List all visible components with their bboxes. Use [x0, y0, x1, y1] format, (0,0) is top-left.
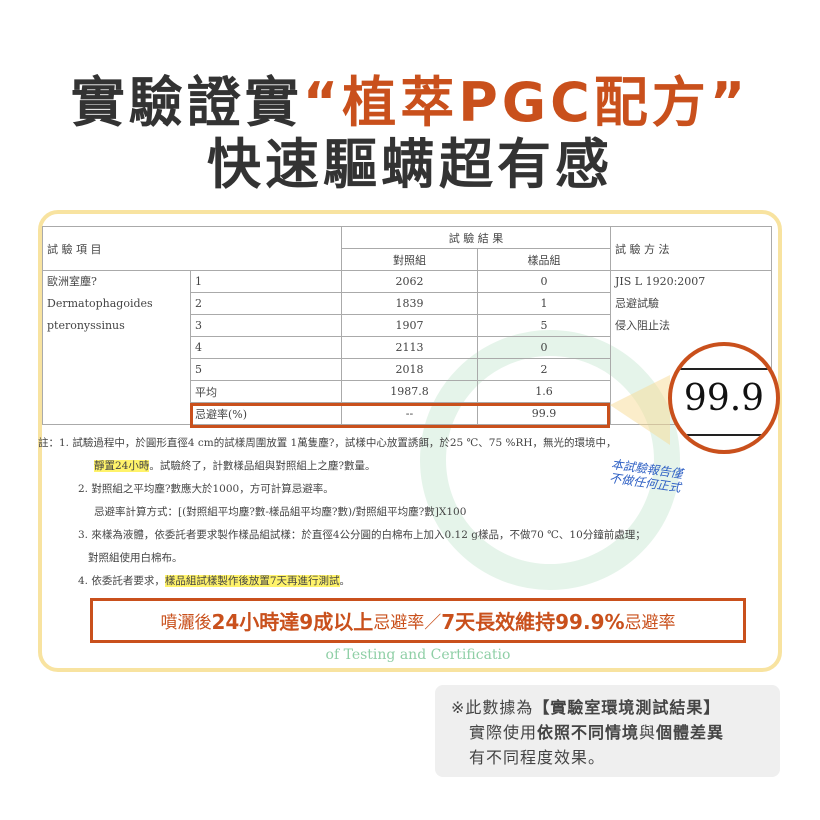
item-line: Dermatophagoides [47, 297, 153, 310]
table-row: 平均 1987.8 1.6 [43, 380, 772, 403]
sample-value: 0 [477, 336, 611, 359]
row-label: 平均 [190, 380, 342, 403]
sample-value: 0 [477, 270, 611, 293]
highlight-24h: 靜置24小時 [94, 460, 150, 472]
note-2: 2. 對照組之平均塵?數應大於1000，方可計算忌避率。 [78, 483, 334, 495]
note-1: 註：1. 試驗過程中，於圓形直徑4 cm的試樣周圍放置 1萬隻塵?，試樣中心放置… [38, 437, 617, 449]
close-quote: ” [709, 71, 750, 134]
repellency-row-highlight [190, 403, 610, 428]
result-banner: 噴灑後 24小時達9成以上 忌避率／ 7天長效維持99.9% 忌避率 [90, 598, 746, 643]
control-value: 2062 [341, 270, 478, 293]
disclaimer-box: ※此數據為【實驗室環境測試結果】 實際使用依照不同情境與個體差異 有不同程度效果… [435, 685, 780, 777]
table-row: 歐洲室塵? Dermatophagoides pteronyssinus 1 206… [42, 270, 772, 425]
item-cell: 歐洲室塵? Dermatophagoides pteronyssinus [42, 270, 191, 425]
headline-line2: 快速驅螨超有感 [207, 133, 613, 196]
table-row: 4 2113 0 [43, 336, 772, 359]
control-value: 2113 [341, 336, 478, 359]
banner-text: 噴灑後 [160, 613, 212, 633]
disclaimer-bold: 個體差異 [656, 723, 725, 742]
row-label: 1 [190, 270, 342, 293]
magnifier-callout: 99.9 [668, 342, 780, 454]
row-label: 2 [190, 292, 342, 315]
method-line: 忌避試驗 [615, 297, 659, 310]
disclaimer-text: ※此數據為 [451, 698, 534, 717]
control-value: 2018 [341, 358, 478, 381]
disclaimer-line: 實際使用依照不同情境與個體差異 [451, 720, 764, 745]
banner-text: 忌避率 [624, 613, 676, 633]
header-sample: 樣品組 [477, 248, 611, 271]
disclaimer-text: 實際使用 [469, 723, 538, 742]
row-label: 5 [190, 358, 342, 381]
disclaimer-text: 與 [639, 723, 657, 742]
note-1-cont: 靜置24小時。試驗終了，計數樣品組與對照組上之塵?數量。 [94, 455, 646, 478]
header-control: 對照組 [341, 248, 478, 271]
disclaimer-bold: 【實驗室環境測試結果】 [533, 698, 721, 717]
control-value: 1907 [341, 314, 478, 337]
row-label: 4 [190, 336, 342, 359]
header-results: 試 驗 結 果 [341, 226, 611, 249]
test-notes: 註：1. 試驗過程中，於圓形直徑4 cm的試樣周圍放置 1萬隻塵?，試樣中心放置… [38, 432, 646, 593]
magnifier-rule [672, 434, 776, 436]
magnified-value: 99.9 [683, 378, 765, 419]
banner-text: 忌避率／ [373, 613, 442, 633]
header-method: 試 驗 方 法 [610, 226, 772, 271]
sample-value: 5 [477, 314, 611, 337]
note-text: 。 [339, 575, 351, 587]
sample-value: 1 [477, 292, 611, 315]
item-line: pteronyssinus [47, 319, 125, 332]
magnifier-rule [672, 368, 776, 370]
disclaimer-line: 有不同程度效果。 [469, 748, 606, 767]
note-text: 4. 依委託者要求， [78, 575, 165, 587]
row-label: 3 [190, 314, 342, 337]
magnifier-beam [610, 375, 670, 445]
header-item: 試 驗 項 目 [42, 226, 342, 271]
open-quote: “ [302, 71, 343, 134]
banner-bold: 7天長效維持99.9% [441, 610, 625, 634]
item-line: 歐洲室塵? [47, 275, 97, 288]
control-value: 1839 [341, 292, 478, 315]
note-text: 。試驗終了，計數樣品組與對照組上之塵?數量。 [149, 460, 376, 472]
banner-bold: 24小時達9成以上 [211, 610, 374, 634]
highlight-7days: 樣品組試樣製作後放置7天再進行測試 [164, 575, 340, 587]
table-row: 2 1839 1 [43, 292, 772, 315]
headline-line1: 實驗證實“植萃PGC配方” [0, 58, 820, 137]
control-value: 1987.8 [341, 380, 478, 403]
headline-text: 實驗證實 [70, 71, 303, 134]
method-line: 侵入阻止法 [615, 319, 670, 332]
sample-value: 2 [477, 358, 611, 381]
disclaimer-line: ※此數據為【實驗室環境測試結果】 [451, 695, 764, 720]
disclaimer-bold: 依照不同情境 [537, 723, 640, 742]
note-3: 3. 來樣為液體，依委託者要求製作樣品組試樣：於直徑4公分圓的白棉布上加入0.1… [78, 529, 646, 541]
method-line: JIS L 1920:2007 [615, 275, 706, 288]
sample-value: 1.6 [477, 380, 611, 403]
note-2-formula: 忌避率計算方式：[(對照組平均塵?數-樣品組平均塵?數)/對照組平均塵?數]X1… [94, 506, 467, 518]
headline-accent: 植萃PGC配方 [342, 71, 710, 134]
note-4: 4. 依委託者要求，樣品組試樣製作後放置7天再進行測試。 [78, 570, 646, 593]
note-3-cont: 對照組使用白棉布。 [88, 552, 183, 564]
